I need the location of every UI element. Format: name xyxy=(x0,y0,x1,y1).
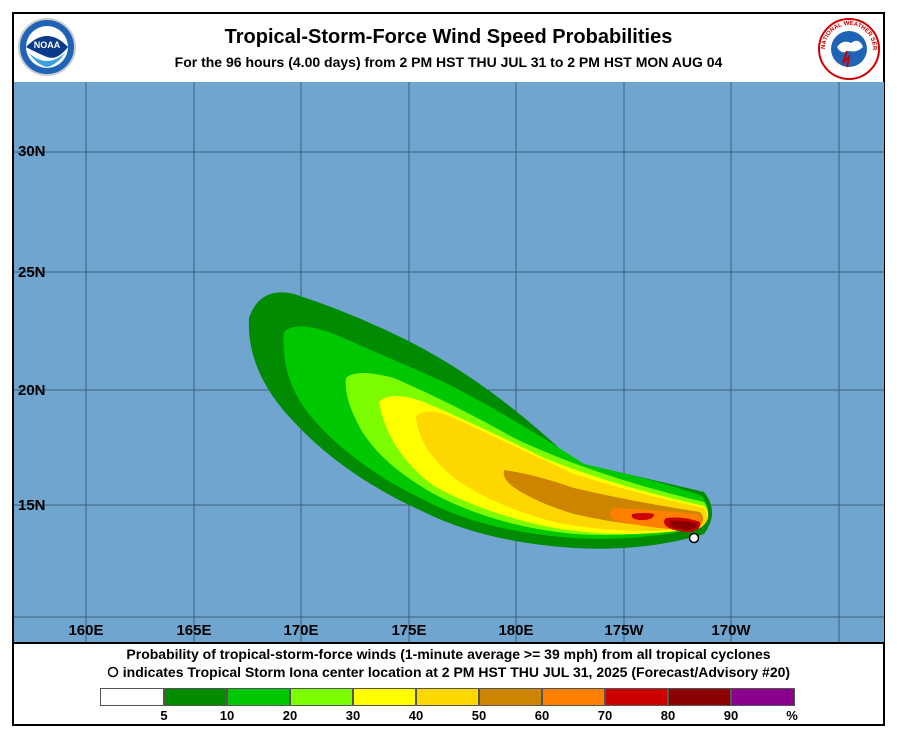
ocean xyxy=(14,82,884,642)
lat-label-20n: 20N xyxy=(18,382,46,399)
footer-line-2: indicates Tropical Storm Iona center loc… xyxy=(0,664,897,680)
legend-swatch-90-100 xyxy=(731,688,795,706)
legend-swatch-80-90 xyxy=(668,688,731,706)
legend-swatch-5-10 xyxy=(164,688,227,706)
legend-tick-percent: % xyxy=(786,708,798,723)
lat-label-30n: 30N xyxy=(18,143,46,160)
legend-swatch-70-80 xyxy=(605,688,668,706)
prob-70-80-a xyxy=(631,513,654,520)
lon-label-160e: 160E xyxy=(68,622,104,639)
footer-line-1: Probability of tropical-storm-force wind… xyxy=(126,646,771,662)
noaa-logo-icon: NOAA xyxy=(18,18,76,76)
chart-title: Tropical-Storm-Force Wind Speed Probabil… xyxy=(224,26,673,48)
nws-logo-icon: NATIONAL WEATHER SERVICE xyxy=(817,17,880,80)
legend-swatch-40-50 xyxy=(416,688,479,706)
lat-label-15n: 15N xyxy=(18,497,46,514)
legend-swatch-60-70 xyxy=(542,688,605,706)
storm-marker-icon xyxy=(107,666,119,678)
legend-tick-90: 90 xyxy=(723,708,739,723)
lat-label-25n: 25N xyxy=(18,264,46,281)
lon-label-170e: 170E xyxy=(283,622,319,639)
storm-center-marker xyxy=(688,532,700,544)
lon-label-165e: 165E xyxy=(176,622,212,639)
legend-swatch-50-60 xyxy=(479,688,542,706)
legend-tick-80: 80 xyxy=(660,708,676,723)
lon-label-175e: 175E xyxy=(391,622,427,639)
probability-swath xyxy=(248,292,712,549)
legend-tick-20: 20 xyxy=(282,708,298,723)
map xyxy=(14,82,884,642)
noaa-logo-text: NOAA xyxy=(34,40,61,50)
map-border-bottom xyxy=(14,642,883,644)
lon-label-170w: 170W xyxy=(711,622,751,639)
lon-label-180e: 180E xyxy=(498,622,534,639)
legend-tick-5: 5 xyxy=(160,708,168,723)
legend-tick-40: 40 xyxy=(408,708,424,723)
legend-swatch-30-40 xyxy=(353,688,416,706)
prob-80-90 xyxy=(670,520,698,530)
legend-tick-70: 70 xyxy=(597,708,613,723)
legend-swatch-10-20 xyxy=(227,688,290,706)
legend-tick-10: 10 xyxy=(219,708,235,723)
footer-line-2-text: indicates Tropical Storm Iona center loc… xyxy=(122,664,791,680)
legend-tick-30: 30 xyxy=(345,708,361,723)
legend-tick-50: 50 xyxy=(471,708,487,723)
legend-swatch-20-30 xyxy=(290,688,353,706)
lon-label-175w: 175W xyxy=(604,622,644,639)
chart-subtitle: For the 96 hours (4.00 days) from 2 PM H… xyxy=(174,54,723,70)
legend-swatch-0-5 xyxy=(100,688,164,706)
legend-tick-60: 60 xyxy=(534,708,550,723)
